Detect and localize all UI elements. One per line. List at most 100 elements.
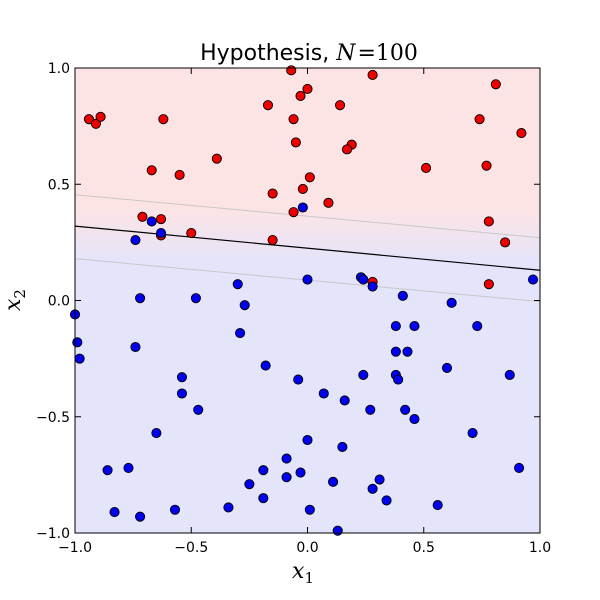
region-background [75,68,540,533]
positive-point-25 [323,197,334,208]
positive-point-18 [334,100,346,111]
decision-boundary-line [75,225,540,271]
positive-point-14 [302,83,313,94]
negative-point-37 [193,404,204,415]
positive-point-7 [211,153,222,164]
positive-point-27 [267,234,278,246]
x-tick-label: 0.5 [413,540,435,556]
decision-regions [75,68,540,533]
negative-point-44 [467,427,478,439]
y-tick-label: 0.5 [48,177,70,193]
negative-point-18 [74,353,85,364]
positive-point-6 [174,169,185,180]
chart-title-value: 100 [376,41,418,66]
chart-title-eq: = [357,41,375,66]
negative-point-48 [258,465,269,476]
negative-point-5 [302,274,313,285]
positive-point-19 [290,137,301,148]
y-axis-label-var: x [1,298,26,311]
negative-point-30 [358,369,369,380]
negative-point-8 [367,281,378,292]
x-tick-label: 0.0 [296,540,318,556]
x-axis-label-var: x [292,559,305,584]
negative-point-51 [244,479,255,490]
positive-point-29 [421,162,432,174]
negative-point-13 [239,300,250,311]
positive-point-24 [297,183,308,194]
chart-title-n: N [335,41,356,66]
negative-point-22 [409,321,420,332]
negative-point-9 [527,274,539,285]
negative-point-25 [402,346,413,357]
y-tick-label: −1.0 [36,526,70,542]
margin-line-1 [75,194,540,239]
positive-point-31 [490,79,501,90]
x-tick-label: 1.0 [529,540,551,556]
negative-point-50 [281,472,292,483]
negative-point-21 [390,321,401,332]
positive-point-13 [295,90,306,101]
negative-point-36 [339,395,350,406]
negative-point-40 [409,414,420,425]
negative-point-35 [318,388,329,399]
positive-point-32 [516,128,527,139]
negative-point-56 [258,493,269,504]
positive-point-4 [158,114,169,125]
y-axis-label: x2 [1,289,29,311]
x-axis-label: x1 [292,559,314,587]
negative-point-49 [295,467,306,478]
negative-point-33 [504,369,515,380]
negative-point-12 [232,279,243,290]
x-axis-label-sub: 1 [304,569,314,587]
positive-point-12 [286,65,297,76]
negative-point-59 [135,511,146,522]
negative-point-3 [130,234,141,246]
negative-point-19 [130,341,141,353]
positive-point-1 [83,114,94,125]
chart-title: Hypothesis, N=100 [200,41,418,66]
negative-point-17 [72,337,83,348]
positive-point-9 [155,214,167,225]
negative-point-15 [446,297,457,308]
positive-point-5 [146,165,157,176]
positive-point-21 [341,144,353,155]
negative-point-62 [304,504,315,515]
data-points [69,65,539,536]
negative-point-41 [151,427,162,439]
positive-point-34 [483,216,494,227]
negative-point-23 [472,321,483,332]
positive-point-11 [186,228,197,239]
x-tick-label: −1.0 [58,540,92,556]
negative-point-1 [146,216,157,227]
positive-point-15 [367,69,378,81]
positive-point-2 [90,118,101,129]
negative-point-24 [390,346,401,357]
negative-point-61 [223,502,234,513]
negative-point-4 [297,202,308,213]
negative-point-14 [397,290,408,301]
negative-point-29 [293,374,304,385]
y-tick-label: 1.0 [48,61,70,77]
negative-point-54 [367,483,378,494]
negative-point-34 [176,388,187,399]
negative-point-60 [169,504,181,515]
positive-point-26 [288,207,299,218]
negative-point-47 [123,462,134,473]
negative-point-55 [514,462,525,473]
positive-point-36 [483,279,494,290]
negative-point-20 [235,327,246,339]
negative-point-63 [432,500,443,511]
positive-point-35 [500,237,511,248]
negative-point-45 [281,453,292,464]
negative-point-57 [381,495,392,506]
negative-point-39 [400,404,411,415]
positive-point-23 [267,188,278,199]
positive-point-17 [288,114,299,125]
negative-point-28 [176,372,187,383]
negative-point-38 [365,404,376,415]
negative-point-26 [260,360,271,371]
y-tick-label: 0.0 [48,294,70,310]
negative-point-10 [135,293,146,304]
